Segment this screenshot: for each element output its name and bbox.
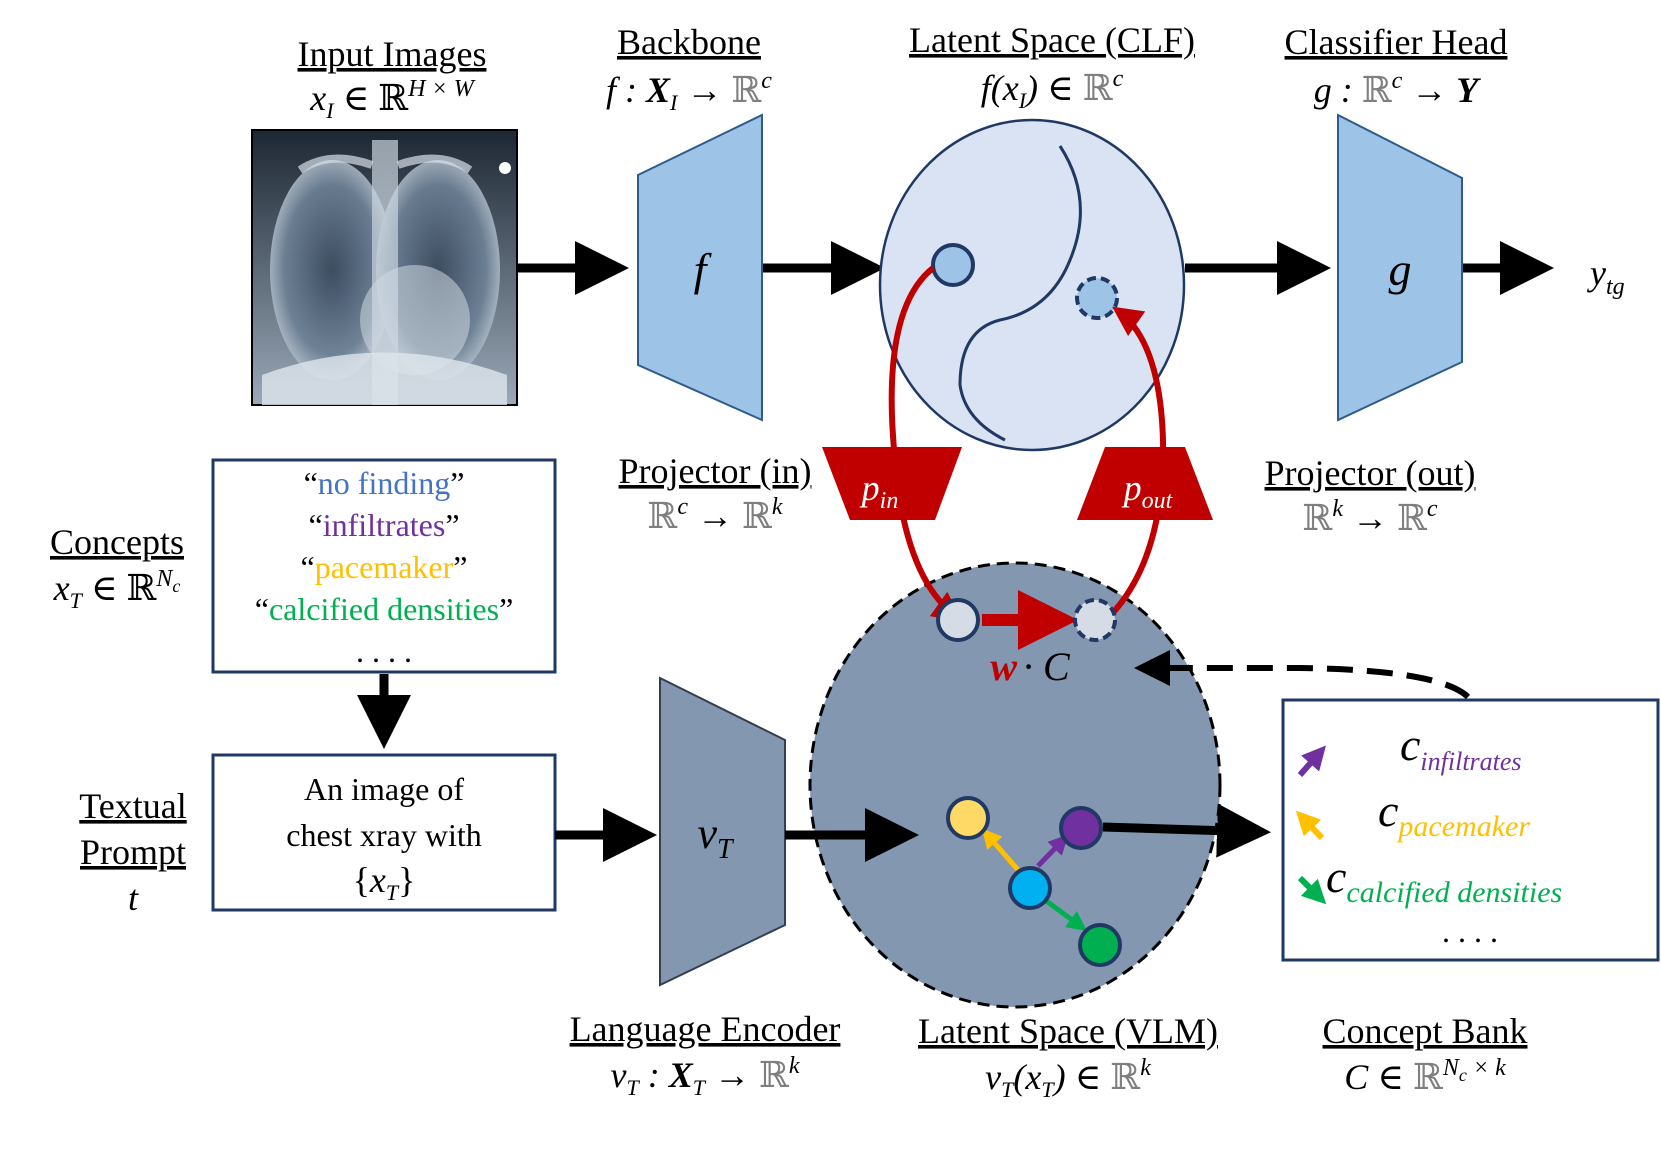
bank-ellipsis: . . . . (1442, 913, 1498, 949)
clf-node-in (931, 243, 975, 287)
prompt-line3: {xT} (353, 860, 416, 905)
backbone-title: Backbone (617, 22, 761, 62)
projector-out-curve (1105, 306, 1167, 621)
latent-vlm-formula: vT(xT) ∈ ℝk (985, 1055, 1151, 1102)
vlm-node-calcified (1078, 923, 1122, 967)
projector-out-formula: ℝk → ℝc (1302, 496, 1438, 538)
projector-out-title: Projector (out) (1265, 453, 1476, 493)
concept-bank-box: cinfiltrates cpacemaker ccalcified densi… (1281, 698, 1660, 962)
w-dot-c-label: w · C (990, 644, 1071, 689)
backbone-formula: f : XI → ℝc (606, 68, 772, 115)
concept-bank-title: Concept Bank (1323, 1011, 1528, 1051)
prompt-line1: An image of (304, 771, 464, 807)
projector-in-block: pin (822, 447, 962, 520)
classifier-head-title: Classifier Head (1285, 22, 1508, 62)
chest-xray-image (251, 129, 518, 406)
language-encoder-title: Language Encoder (570, 1009, 841, 1049)
encoder-symbol: vT (697, 809, 735, 865)
vlm-node-out (1073, 598, 1117, 642)
bank-arrow-pacemaker (1295, 810, 1325, 841)
input-images-title: Input Images (298, 34, 487, 74)
language-encoder-block: vT (659, 676, 786, 987)
head-symbol: g (1389, 244, 1412, 295)
concepts-formula: xT ∈ ℝNc (53, 566, 181, 613)
concept-infiltrates: “infiltrates” (308, 507, 459, 543)
language-encoder-formula: vT : XT → ℝk (610, 1053, 799, 1100)
latent-vlm-title: Latent Space (VLM) (918, 1011, 1218, 1051)
latent-space-clf (878, 118, 1186, 452)
latent-clf-title: Latent Space (CLF) (909, 20, 1195, 60)
arrow-vlm-to-bank (1102, 803, 1271, 858)
concepts-box: “no finding” “infiltrates” “pacemaker” “… (211, 458, 557, 674)
prompt-title-line1: Textual (79, 786, 186, 826)
vlm-arrow-cyan-to-yellow (981, 828, 1020, 872)
projector-out-symbol: pout (1121, 468, 1174, 514)
classifier-head-block: g (1337, 113, 1463, 422)
classifier-head-formula: g : ℝc → Y (1314, 68, 1482, 110)
bank-item-calcified: ccalcified densities (1326, 851, 1562, 909)
dashed-arrow-bank-to-wc (1134, 650, 1471, 700)
projector-in-title: Projector (in) (619, 451, 812, 491)
clf-node-out (1075, 276, 1119, 320)
bank-arrow-infiltrates (1297, 745, 1326, 777)
projector-in-formula: ℝc → ℝk (647, 494, 783, 536)
bank-item-infiltrates: cinfiltrates (1400, 719, 1522, 776)
vlm-arrow-cyan-to-purple (1036, 834, 1069, 868)
prompt-title-line2: Prompt (80, 832, 186, 872)
projector-in-symbol: pin (859, 468, 899, 514)
bank-arrow-calcified (1297, 875, 1327, 905)
prompt-box: An image of chest xray with {xT} (211, 753, 557, 912)
prompt-symbol: t (128, 878, 139, 918)
projector-out-block: pout (1077, 447, 1213, 520)
prompt-line2: chest xray with (286, 817, 482, 853)
bank-item-pacemaker: cpacemaker (1378, 785, 1530, 843)
input-images-formula: xI ∈ ℝH × W (309, 76, 475, 123)
concept-calcified: “calcified densities” (255, 591, 514, 627)
backbone-block: f (637, 113, 763, 422)
vlm-node-pacemaker (946, 796, 990, 840)
concept-pacemaker: “pacemaker” (301, 549, 468, 585)
vlm-node-in (936, 598, 980, 642)
concepts-title: Concepts (50, 522, 184, 562)
concept-no-finding: “no finding” (304, 465, 465, 501)
latent-clf-formula: f(xI) ∈ ℝc (981, 66, 1124, 113)
concept-bank-formula: C ∈ ℝNc × k (1344, 1055, 1506, 1097)
vlm-node-center (1008, 866, 1052, 910)
output-label: ytg (1587, 253, 1625, 300)
concepts-ellipsis: . . . . (356, 633, 412, 669)
vlm-arrow-cyan-to-green (1043, 897, 1088, 931)
vlm-node-infiltrates (1059, 806, 1103, 850)
latent-space-vlm (808, 561, 1222, 1009)
